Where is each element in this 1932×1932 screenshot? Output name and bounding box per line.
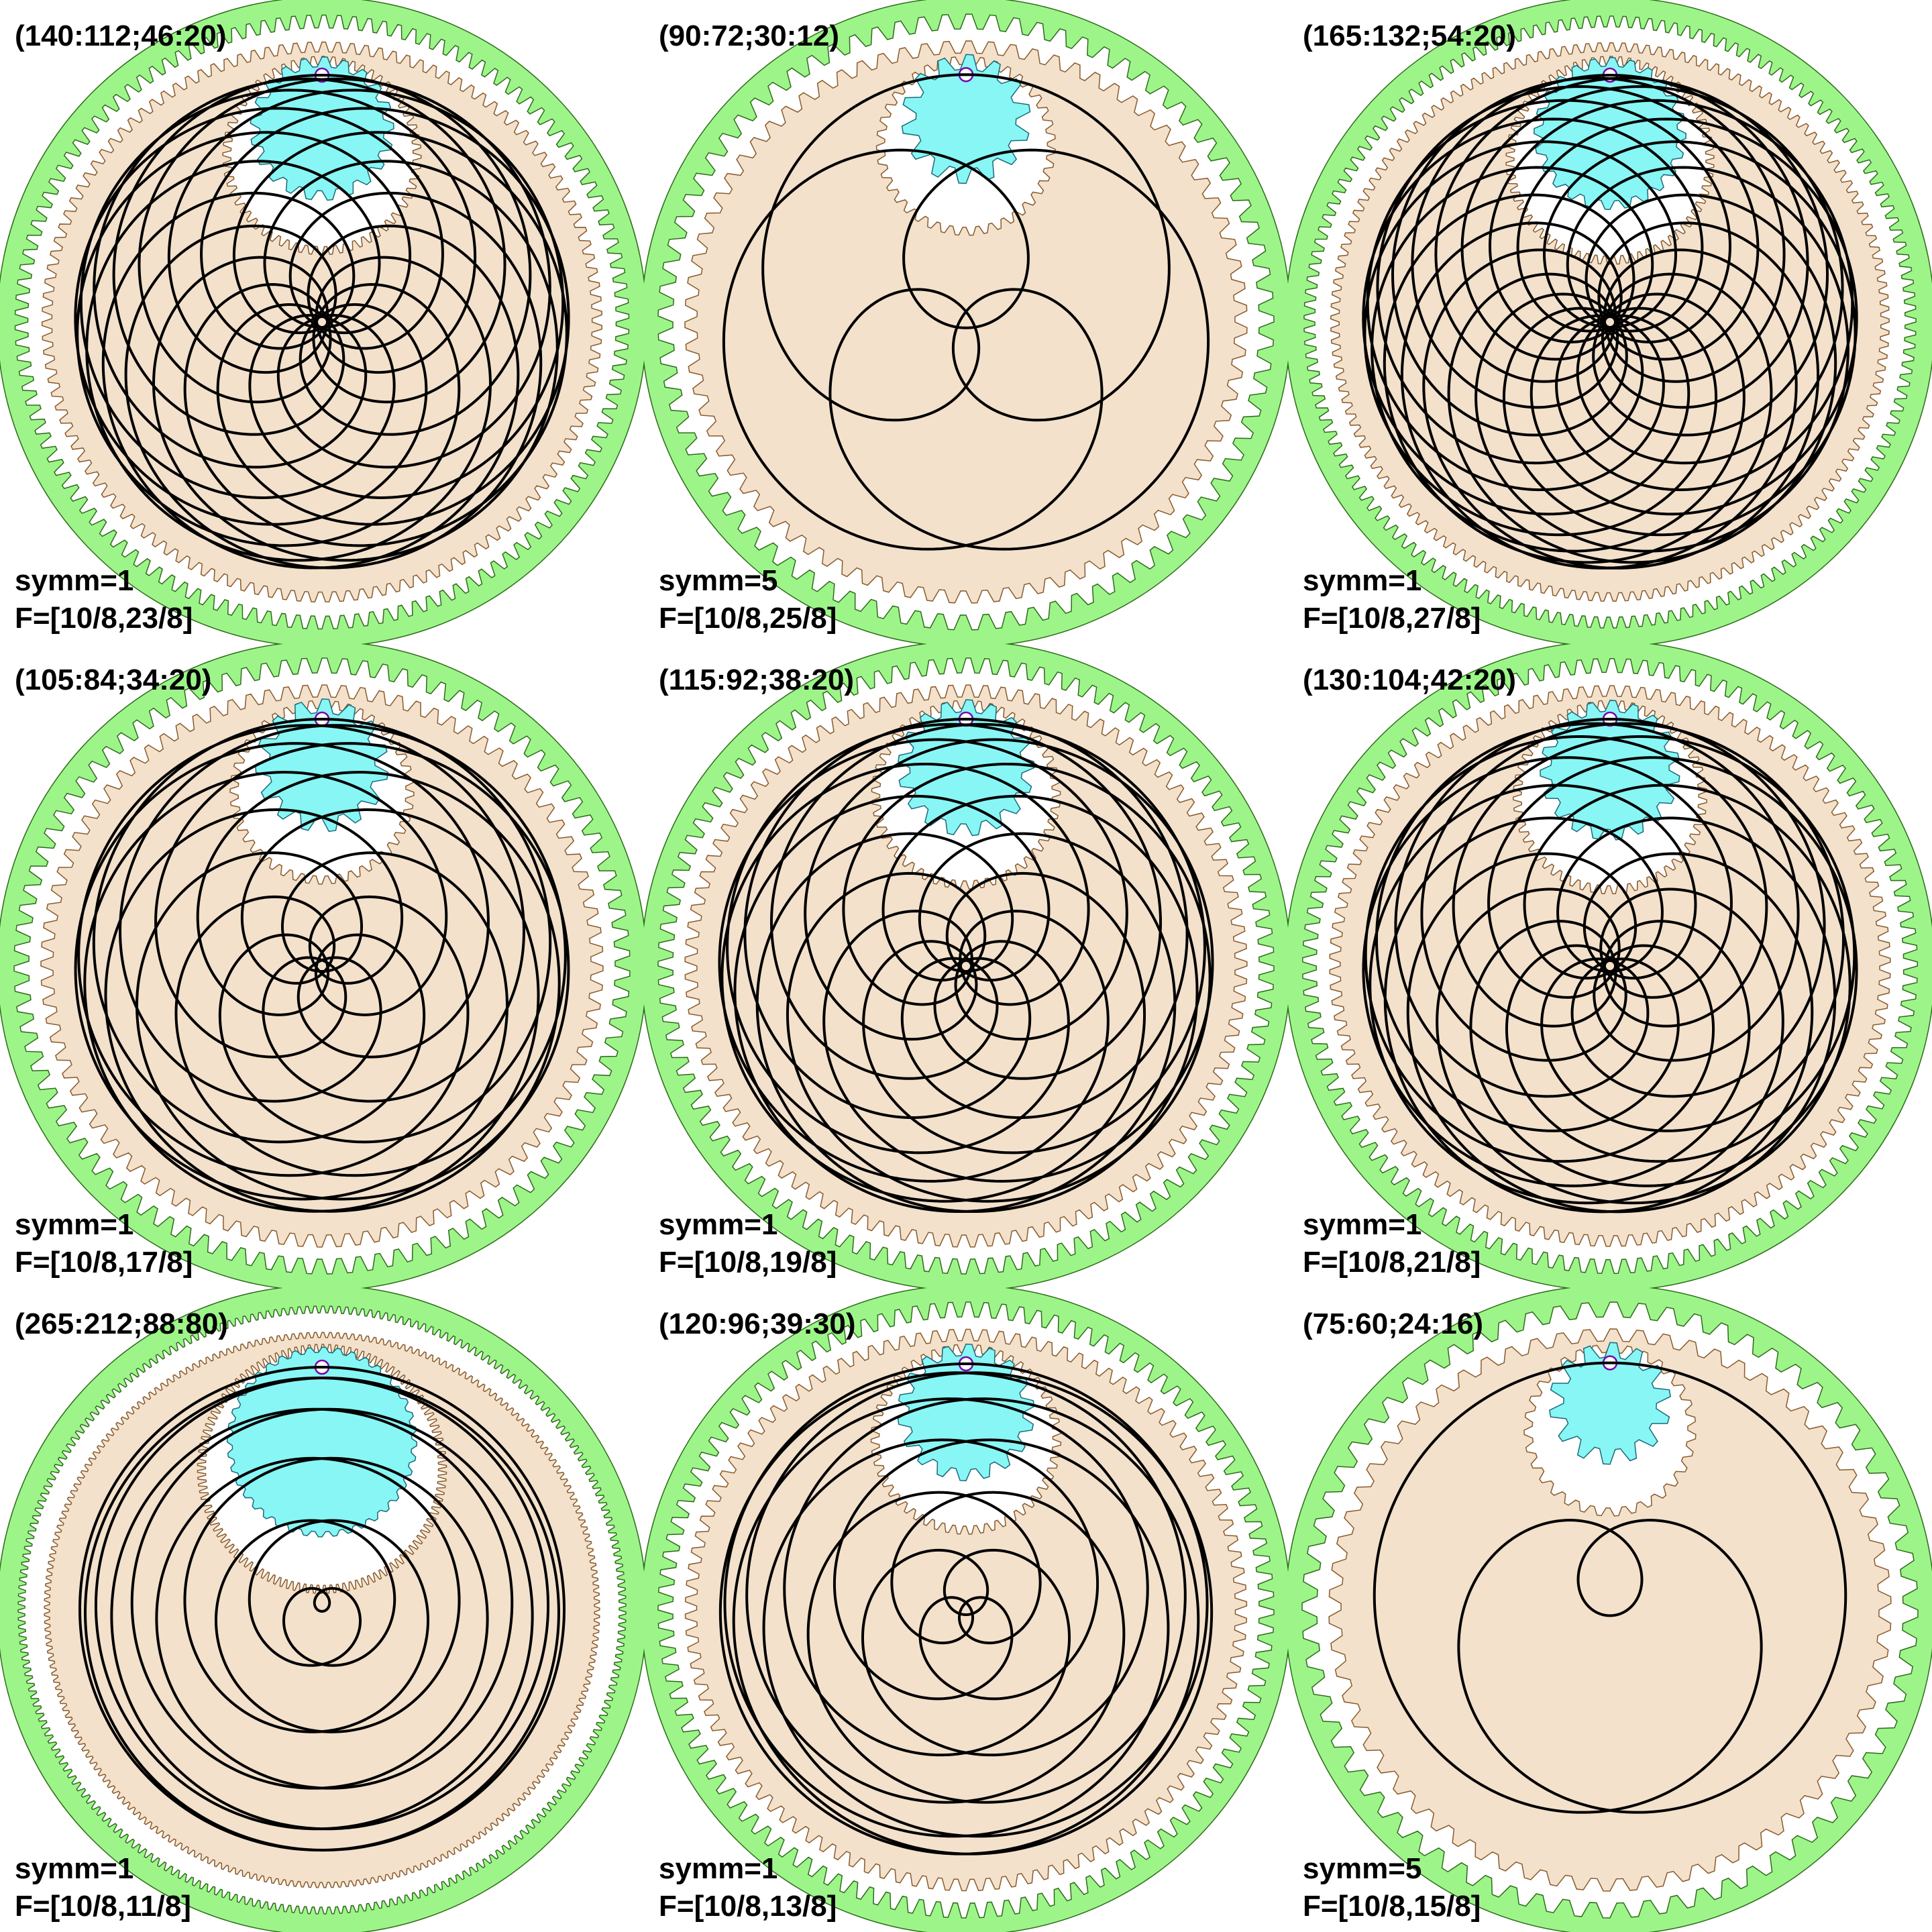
gear-params-label: (265:212;88:80) bbox=[15, 1307, 228, 1340]
frequency-label: F=[10/8,23/8] bbox=[15, 602, 193, 635]
spiro-panel: (90:72;30:12) symm=5 F=[10/8,25/8] bbox=[644, 0, 1288, 644]
ring-gear bbox=[0, 1288, 644, 1932]
spiro-curve bbox=[74, 74, 570, 570]
frequency-label: F=[10/8,13/8] bbox=[659, 1890, 837, 1923]
symmetry-label: symm=1 bbox=[1303, 1208, 1421, 1241]
gear-params-label: (140:112;46:20) bbox=[15, 19, 227, 52]
small-gear bbox=[901, 54, 1031, 184]
symmetry-label: symm=1 bbox=[659, 1208, 777, 1241]
spiro-curve bbox=[1373, 1361, 1847, 1814]
ring-gear bbox=[644, 1288, 1288, 1932]
spiro-panel: (130:104;42:20) symm=1 F=[10/8,21/8] bbox=[1288, 644, 1932, 1288]
spiro-curve bbox=[1362, 74, 1858, 570]
middle-gear bbox=[1328, 1328, 1892, 1892]
gear-params-label: (115:92;38:20) bbox=[659, 663, 854, 696]
ring-gear bbox=[1288, 1288, 1932, 1932]
middle-gear bbox=[684, 1328, 1248, 1892]
gear-params-label: (120:96;39:30) bbox=[659, 1307, 856, 1340]
gear-params-label: (90:72;30:12) bbox=[659, 19, 839, 52]
gear-params-label: (130:104;42:20) bbox=[1303, 663, 1516, 696]
frequency-label: F=[10/8,17/8] bbox=[15, 1246, 193, 1279]
frequency-label: F=[10/8,19/8] bbox=[659, 1246, 837, 1279]
symmetry-label: symm=1 bbox=[659, 1852, 777, 1885]
frequency-label: F=[10/8,11/8] bbox=[15, 1890, 191, 1923]
ring-gear bbox=[1288, 0, 1932, 644]
gear-params-label: (165:132;54:20) bbox=[1303, 19, 1516, 52]
symmetry-label: symm=1 bbox=[15, 1852, 133, 1885]
spiro-curve bbox=[722, 73, 1210, 551]
symmetry-label: symm=5 bbox=[1303, 1852, 1421, 1885]
ring-gear bbox=[0, 0, 644, 644]
spiro-panel: (140:112;46:20) symm=1 F=[10/8,23/8] bbox=[0, 0, 644, 644]
symmetry-label: symm=1 bbox=[15, 1208, 133, 1241]
middle-gear bbox=[40, 684, 604, 1248]
spiro-panel: (165:132;54:20) symm=1 F=[10/8,27/8] bbox=[1288, 0, 1932, 644]
gear-params-label: (75:60;24:16) bbox=[1303, 1307, 1483, 1340]
small-gear bbox=[226, 1346, 418, 1538]
spiro-curve bbox=[718, 1362, 1214, 1856]
ring-gear bbox=[644, 644, 1288, 1288]
middle-gear bbox=[684, 40, 1248, 604]
spiro-panel: (265:212;88:80) symm=1 F=[10/8,11/8] bbox=[0, 1288, 644, 1932]
spiro-curve bbox=[74, 718, 570, 1213]
frequency-label: F=[10/8,21/8] bbox=[1303, 1246, 1481, 1279]
gear-params-label: (105:84;34:20) bbox=[15, 663, 212, 696]
spiro-panel: (115:92;38:20) symm=1 F=[10/8,19/8] bbox=[644, 644, 1288, 1288]
frequency-label: F=[10/8,25/8] bbox=[659, 602, 837, 635]
spiro-panel: (105:84;34:20) symm=1 F=[10/8,17/8] bbox=[0, 644, 644, 1288]
frequency-label: F=[10/8,27/8] bbox=[1303, 602, 1481, 635]
spiro-curve bbox=[78, 1366, 566, 1851]
spiro-panel: (120:96;39:30) symm=1 F=[10/8,13/8] bbox=[644, 1288, 1288, 1932]
ring-gear bbox=[1288, 644, 1932, 1288]
spiro-curve bbox=[718, 718, 1214, 1214]
ring-gear bbox=[644, 0, 1288, 644]
symmetry-label: symm=1 bbox=[15, 564, 133, 597]
spiro-curve bbox=[1362, 718, 1858, 1214]
ring-gear bbox=[0, 644, 644, 1288]
symmetry-label: symm=5 bbox=[659, 564, 777, 597]
frequency-label: F=[10/8,15/8] bbox=[1303, 1890, 1481, 1923]
small-gear bbox=[1549, 1342, 1671, 1465]
symmetry-label: symm=1 bbox=[1303, 564, 1421, 597]
spiro-panel: (75:60;24:16) symm=5 F=[10/8,15/8] bbox=[1288, 1288, 1932, 1932]
